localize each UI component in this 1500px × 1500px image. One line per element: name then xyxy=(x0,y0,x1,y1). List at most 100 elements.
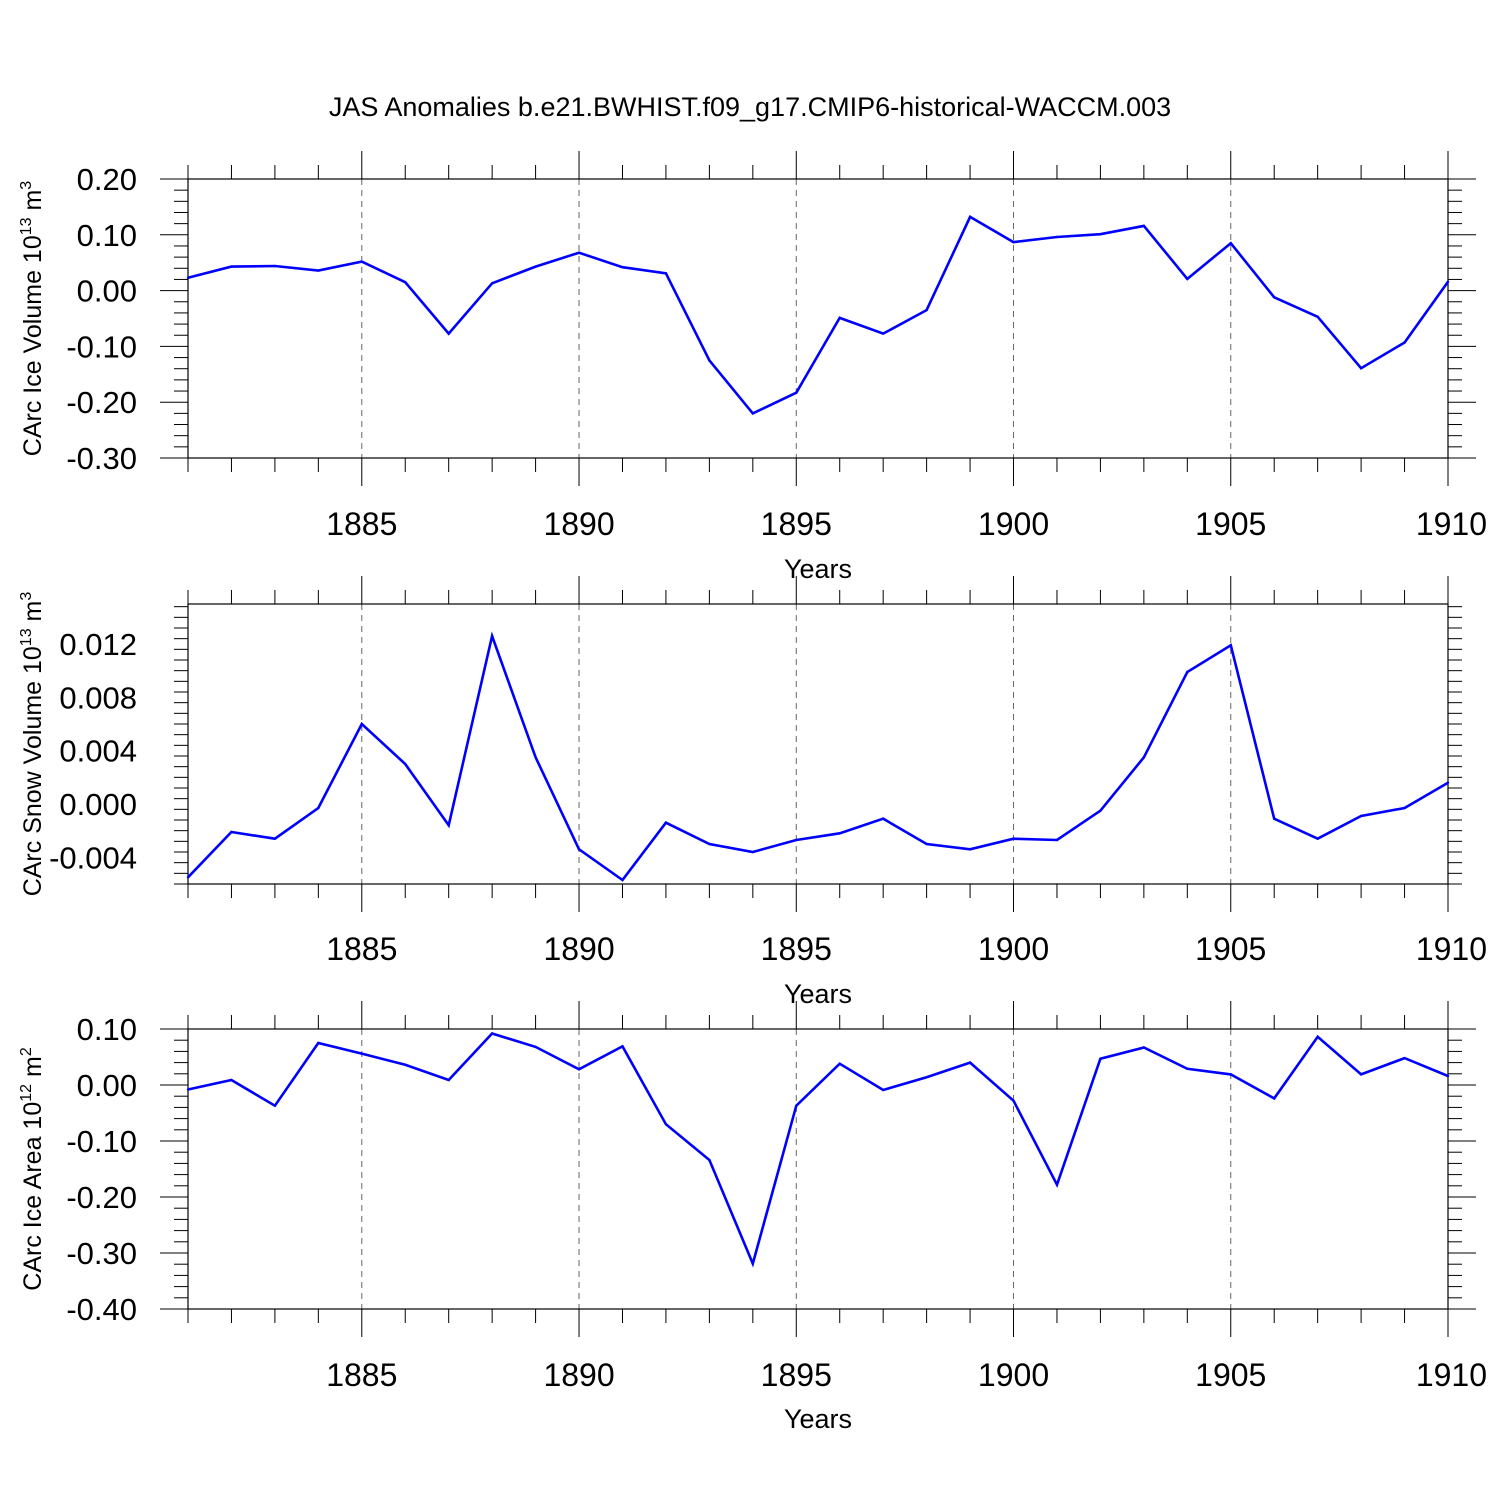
data-point xyxy=(230,265,233,268)
data-point xyxy=(925,842,928,846)
data-point xyxy=(447,332,450,335)
data-point xyxy=(577,1068,581,1071)
data-point xyxy=(1012,1099,1015,1102)
data-point xyxy=(1316,1035,1319,1039)
x-tick-label: 1890 xyxy=(543,931,614,967)
data-point xyxy=(490,1032,494,1035)
x-tick-label: 1895 xyxy=(761,1357,832,1393)
x-tick-label: 1885 xyxy=(326,1357,397,1393)
data-point xyxy=(534,265,537,268)
y-tick-label: -0.20 xyxy=(66,1180,137,1215)
plot-frame xyxy=(187,603,1449,885)
data-point xyxy=(1316,837,1319,840)
data-point xyxy=(968,215,972,219)
data-point xyxy=(360,260,363,263)
x-tick-label: 1905 xyxy=(1195,506,1266,542)
x-axis-label: Years xyxy=(784,1404,852,1434)
y-axis-label-part: 12 xyxy=(18,1084,35,1102)
y-axis-label-part: m xyxy=(19,190,47,218)
data-point xyxy=(360,722,363,726)
data-point xyxy=(317,269,320,272)
data-point xyxy=(1359,814,1363,818)
data-point xyxy=(664,1123,668,1126)
x-axis-label: Years xyxy=(784,554,852,584)
data-point xyxy=(317,1041,320,1045)
y-tick-label: 0.00 xyxy=(77,1068,137,1103)
chart-title: JAS Anomalies b.e21.BWHIST.f09_g17.CMIP6… xyxy=(329,92,1171,122)
y-axis-label: CArc Ice Area 1012 m2 xyxy=(18,1047,47,1291)
y-tick-label: 0.012 xyxy=(59,627,137,662)
data-point xyxy=(186,876,190,879)
y-tick-label: -0.20 xyxy=(66,385,137,420)
data-point xyxy=(186,276,190,279)
data-point xyxy=(838,832,841,835)
data-point xyxy=(708,359,711,362)
data-point xyxy=(1273,1097,1276,1100)
x-tick-label: 1900 xyxy=(978,931,1049,967)
data-point xyxy=(317,806,320,810)
data-point xyxy=(838,316,841,320)
x-tick-label: 1885 xyxy=(326,931,397,967)
series-line-ice-area xyxy=(187,1032,1449,1268)
data-point xyxy=(447,1078,450,1082)
x-tick-label: 1900 xyxy=(978,1357,1049,1393)
y-tick-label: 0.00 xyxy=(77,274,137,309)
data-point xyxy=(1446,781,1450,784)
data-point xyxy=(881,332,885,335)
panel-ice-volume: 0.20 0.10 0.00 -0.10 -0.20 -0.30 1885 1890 1895 1… xyxy=(18,151,1487,584)
y-axis-label-part: CArc Snow Volume 10 xyxy=(19,646,47,896)
y-axis-label-part: 13 xyxy=(18,628,35,646)
data-point xyxy=(1403,806,1406,810)
data-point xyxy=(795,838,798,842)
data-point xyxy=(1273,296,1276,299)
data-point xyxy=(534,1045,537,1049)
y-axis-label-part: 3 xyxy=(18,592,35,601)
x-tick-label: 1910 xyxy=(1416,1357,1487,1393)
y-tick-label: -0.40 xyxy=(66,1292,137,1327)
data-point xyxy=(968,848,972,851)
data-point xyxy=(490,282,494,285)
y-tick-label: 0.008 xyxy=(59,680,137,715)
plot-frame xyxy=(187,178,1449,459)
data-point xyxy=(360,1052,363,1055)
data-point xyxy=(1229,1073,1232,1076)
data-point xyxy=(577,848,581,851)
data-point xyxy=(1012,240,1015,244)
y-tick-label: -0.30 xyxy=(66,1236,137,1271)
y-axis-label-part: CArc Ice Area 10 xyxy=(19,1102,47,1291)
x-tick-label: 1910 xyxy=(1416,506,1487,542)
data-point xyxy=(273,264,277,268)
panel-ice-area: 0.10 0.00 -0.10 -0.20 -0.30 -0.40 1885 1890 1895… xyxy=(18,1001,1487,1434)
y-tick-label: -0.004 xyxy=(49,840,137,875)
data-point xyxy=(1186,277,1189,281)
y-axis-label-part: m xyxy=(19,601,47,629)
data-point xyxy=(404,281,407,284)
data-point xyxy=(404,762,407,766)
data-point xyxy=(1055,235,1059,239)
y-axis-label-part: 13 xyxy=(18,217,35,235)
plot-frame xyxy=(187,1028,1449,1310)
data-point xyxy=(664,272,668,275)
data-point xyxy=(1359,1073,1363,1076)
y-tick-label: 0.10 xyxy=(77,218,137,253)
data-point xyxy=(490,634,494,638)
data-point xyxy=(664,821,668,824)
data-point xyxy=(1446,280,1450,283)
y-tick-label: 0.20 xyxy=(77,162,137,197)
data-point xyxy=(1186,1067,1189,1070)
data-point xyxy=(1229,241,1232,245)
data-point xyxy=(1316,315,1319,319)
data-point xyxy=(708,1158,711,1162)
data-point xyxy=(273,837,277,840)
series-line-snow-volume xyxy=(187,631,1449,882)
data-point xyxy=(1186,670,1189,674)
y-axis-label: CArc Ice Volume 1013 m3 xyxy=(18,181,47,457)
data-point xyxy=(621,1045,624,1048)
panel-snow-volume: 0.012 0.008 0.004 0.000 -0.004 1885 1890 1895 19… xyxy=(18,576,1487,1009)
y-tick-label: -0.30 xyxy=(66,441,137,476)
data-point xyxy=(186,1088,190,1091)
y-axis-label: CArc Snow Volume 1013 m3 xyxy=(18,592,47,897)
y-tick-label: -0.10 xyxy=(66,329,137,364)
data-point xyxy=(621,265,624,269)
